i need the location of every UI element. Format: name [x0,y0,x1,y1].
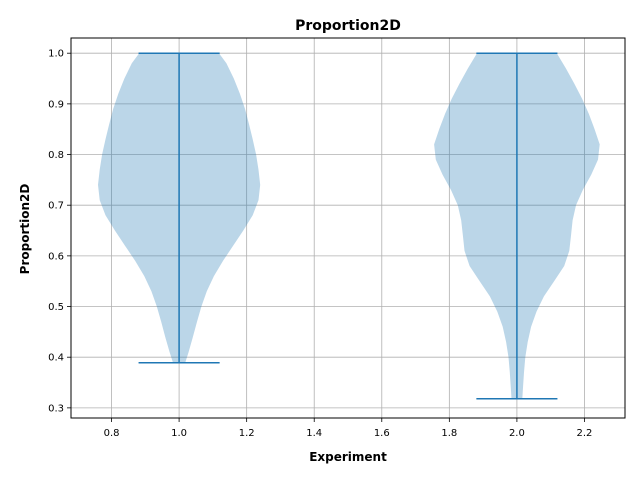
x-tick-label: 1.4 [306,428,322,439]
y-tick-label: 0.6 [48,251,64,262]
y-tick-label: 0.5 [48,302,64,313]
x-tick-label: 1.8 [441,428,457,439]
x-axis-ticks: 0.8 1.0 1.2 1.4 1.6 1.8 2.0 2.2 [104,418,593,439]
x-axis-label: Experiment [309,450,387,464]
x-tick-label: 2.0 [509,428,525,439]
violin-layer [98,52,600,400]
x-tick-label: 1.2 [239,428,255,439]
y-tick-label: 0.8 [48,150,64,161]
chart-title: Proportion2D [295,18,401,34]
y-tick-label: 1.0 [48,49,64,60]
x-tick-label: 0.8 [104,428,120,439]
x-tick-label: 1.0 [171,428,187,439]
x-tick-label: 1.6 [374,428,390,439]
plot-frame [70,37,626,419]
y-tick-label: 0.9 [48,99,64,110]
y-tick-label: 0.7 [48,201,64,212]
y-axis-label: Proportion2D [18,184,32,275]
y-axis-ticks: 0.3 0.4 0.5 0.6 0.7 0.8 0.9 1.0 [48,49,71,414]
y-tick-label: 0.3 [48,403,64,414]
grid-lines [71,38,625,418]
x-tick-label: 2.2 [577,428,593,439]
y-tick-label: 0.4 [48,353,64,364]
